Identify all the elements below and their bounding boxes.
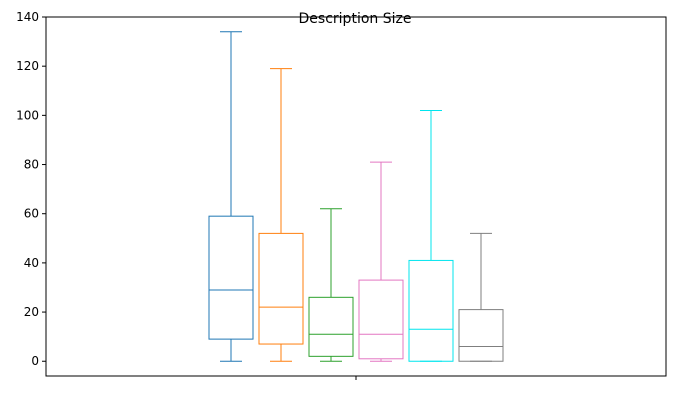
chart-title: Description Size [299, 11, 412, 27]
y-tick-label: 140 [16, 10, 39, 24]
axes-frame [45, 16, 667, 377]
plot-area [208, 31, 504, 362]
box-series-3 [308, 208, 354, 362]
box-series-1 [208, 31, 254, 362]
iqr-box [458, 309, 504, 362]
y-tick-label: 0 [31, 354, 39, 368]
y-tick-label: 40 [24, 256, 39, 270]
box-series-2 [258, 68, 304, 362]
iqr-box [408, 259, 454, 362]
y-tick-label: 100 [16, 108, 39, 122]
y-tick-label: 120 [16, 59, 39, 73]
iqr-box [208, 215, 254, 340]
y-tick-label: 80 [24, 158, 39, 172]
y-tick-label: 20 [24, 305, 39, 319]
y-axis: 0 20 40 60 80 100 120 140 [16, 10, 46, 368]
box-series-4 [358, 161, 404, 362]
iqr-box [308, 296, 354, 357]
y-tick-label: 60 [24, 207, 39, 221]
box-series-6 [458, 232, 504, 362]
iqr-box [258, 232, 304, 345]
iqr-box [358, 279, 404, 360]
box-series-5 [408, 109, 454, 362]
